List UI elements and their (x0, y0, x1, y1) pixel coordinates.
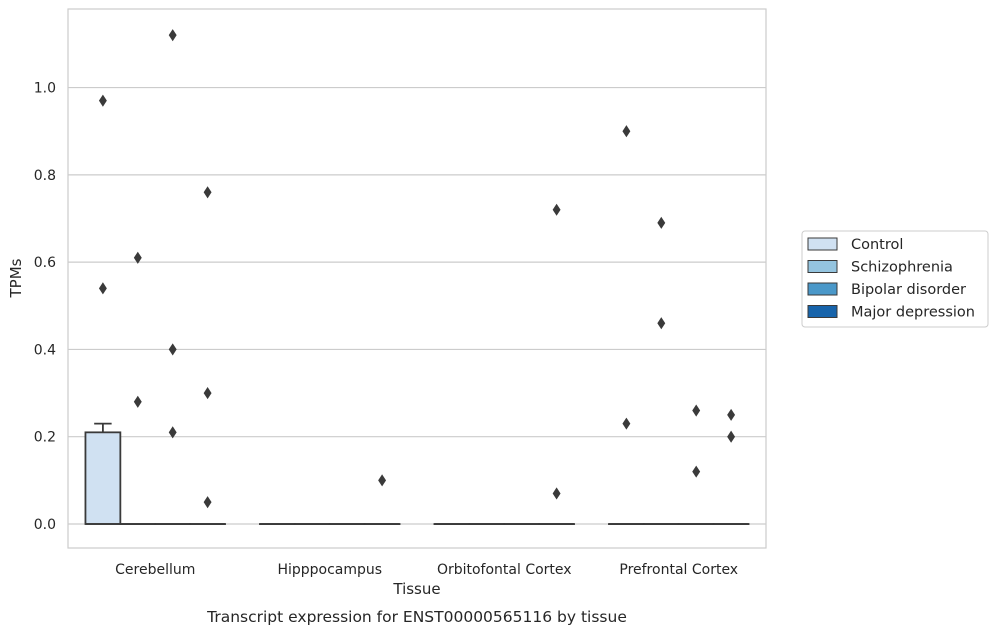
legend-swatch (807, 305, 838, 318)
y-tick-label: 0.8 (34, 168, 56, 184)
outlier-point (692, 465, 701, 478)
legend-frame (801, 230, 989, 328)
y-tick-label: 0.4 (34, 342, 56, 358)
y-tick-label: 0.6 (34, 255, 56, 271)
grid-lines (68, 86, 766, 525)
outlier-point (203, 186, 212, 199)
x-tick-label: Prefrontal Cortex (619, 562, 738, 578)
x-tick-label: Orbitofontal Cortex (437, 562, 572, 578)
legend-swatch (807, 260, 838, 273)
y-tick-label: 1.0 (34, 81, 56, 97)
legend-label: Control (851, 237, 903, 253)
outlier-point (622, 417, 631, 430)
legend: Control Schizophrenia Bipolar disorder Majo… (801, 230, 989, 328)
outlier-point (552, 487, 561, 500)
outlier-point (203, 496, 212, 509)
y-axis-ticks: 0.0 0.2 0.4 0.6 0.8 1.0 (34, 81, 56, 533)
x-tick-label: Cerebellum (115, 562, 195, 578)
y-axis-label: TPMs (7, 258, 25, 298)
outlier-point (727, 408, 736, 421)
outlier-point (168, 29, 177, 42)
x-axis-ticks: Cerebellum Hipppocampus Orbitofontal Corte… (115, 562, 738, 578)
outlier-point (133, 395, 142, 408)
outlier-point (622, 125, 631, 138)
box-body (84, 431, 122, 525)
outliers-layer (98, 29, 736, 509)
legend-label: Major depression (851, 305, 975, 321)
outlier-point (203, 387, 212, 400)
outlier-point (133, 251, 142, 264)
outlier-point (168, 426, 177, 439)
outlier-point (378, 474, 387, 487)
y-tick-label: 0.0 (34, 517, 56, 533)
x-axis-label: Tissue (392, 580, 440, 598)
outlier-point (98, 282, 107, 295)
boxes-layer (84, 422, 750, 525)
x-tick-label: Hipppocampus (277, 562, 382, 578)
legend-swatch (807, 237, 838, 251)
plot-area-frame (67, 8, 767, 549)
outlier-point (692, 404, 701, 417)
chart-caption: Transcript expression for ENST0000056511… (206, 608, 627, 626)
outlier-point (657, 317, 666, 330)
legend-swatch (807, 282, 838, 296)
legend-label: Bipolar disorder (851, 282, 966, 298)
outlier-point (552, 203, 561, 216)
outlier-point (727, 430, 736, 443)
outlier-point (657, 216, 666, 229)
y-tick-label: 0.2 (34, 430, 56, 446)
box (84, 422, 122, 525)
outlier-point (168, 343, 177, 356)
outlier-point (98, 94, 107, 107)
legend-label: Schizophrenia (851, 260, 953, 276)
